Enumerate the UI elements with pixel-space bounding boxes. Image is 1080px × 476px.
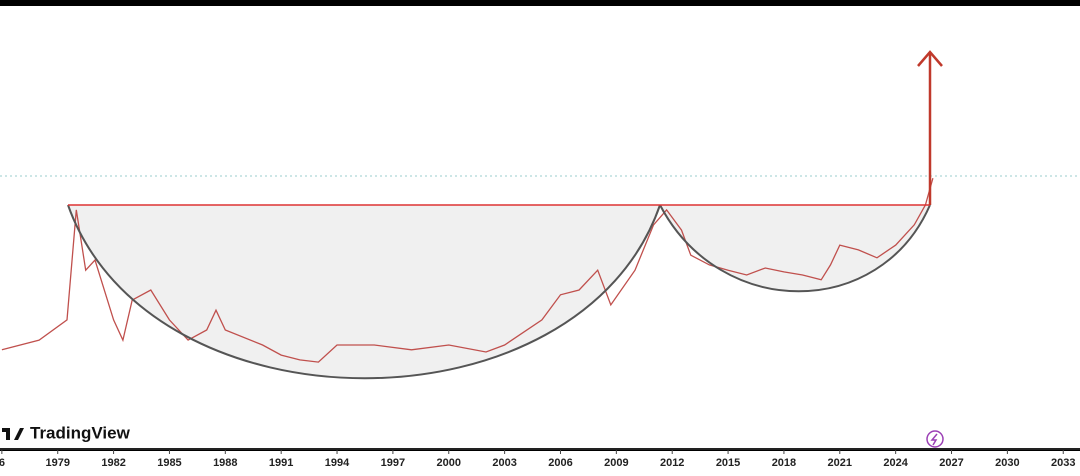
x-tick-label: 2030: [995, 457, 1019, 469]
brand-name: TradingView: [30, 423, 131, 442]
x-tick-label: 2021: [828, 457, 852, 469]
x-tick-label: 2012: [660, 457, 684, 469]
cup-fill: [68, 205, 660, 379]
x-tick-label: 1997: [381, 457, 405, 469]
watermark-icon: [926, 430, 944, 448]
x-tick-label: 2015: [716, 457, 740, 469]
x-tick-label: 1985: [157, 457, 181, 469]
price-line-series: [1, 178, 934, 363]
x-tick-label: 2006: [548, 457, 572, 469]
x-tick-label: 1988: [213, 457, 237, 469]
x-tick-label: 2000: [437, 457, 461, 469]
x-tick-label: 2024: [883, 457, 908, 469]
x-tick-label: 2003: [492, 457, 516, 469]
axis-background: [0, 451, 1080, 476]
x-tick-label: 6: [0, 457, 5, 469]
x-tick-label: 2018: [772, 457, 796, 469]
x-tick-label: 2033: [1051, 457, 1075, 469]
x-tick-label: 1994: [325, 457, 350, 469]
brand-logo: [2, 428, 24, 440]
cup-arc: [67, 204, 661, 380]
series-layer: [1, 178, 934, 363]
x-tick-label: 2009: [604, 457, 628, 469]
x-tick-label: 2027: [939, 457, 963, 469]
x-tick-label: 1991: [269, 457, 293, 469]
watermark-bolt: [930, 433, 938, 446]
handle-arc: [659, 204, 931, 293]
x-tick-label: 1982: [101, 457, 125, 469]
arrow-head: [917, 50, 943, 67]
x-tick-label: 1979: [45, 457, 69, 469]
